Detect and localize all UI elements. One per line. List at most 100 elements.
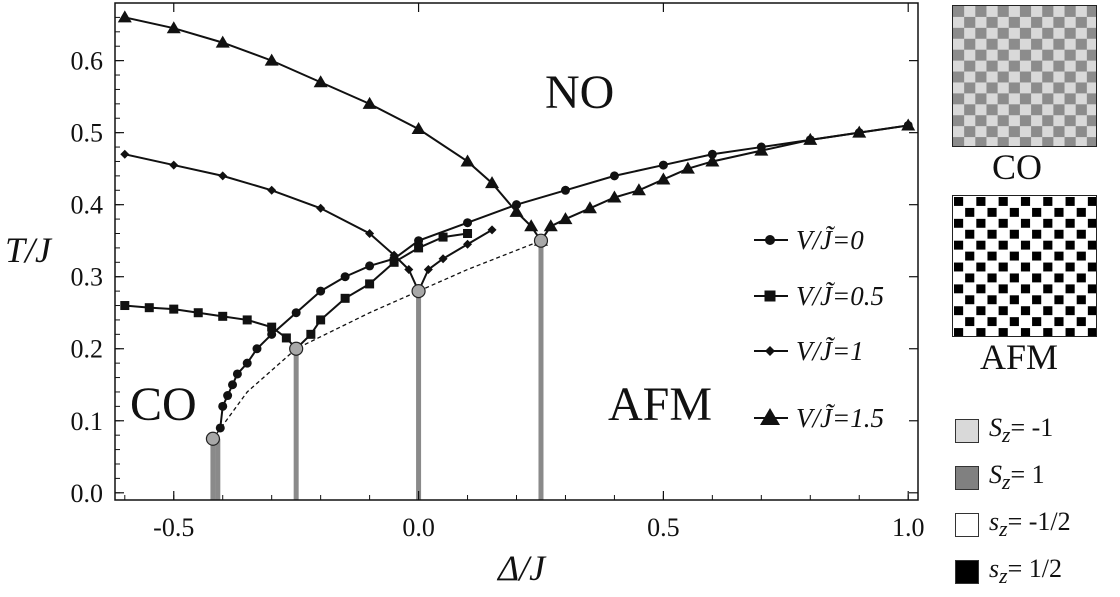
co-cell [1031,82,1043,94]
afm-cell [1065,284,1075,294]
point-circle [463,218,473,228]
point-triangle [803,132,818,145]
legend-marker [765,235,775,245]
critical-point [289,341,304,356]
legend-label: V/J̃=0.5 [796,281,884,311]
point-circle [512,200,521,210]
afm-cell [1032,273,1042,283]
afm-cell [954,306,964,316]
co-cell [1042,49,1054,61]
point-diamond [316,203,326,213]
afm-cell [1032,229,1042,239]
co-cell [953,93,965,105]
legend-item-sz-minus1: Sz= -1 [955,413,1053,448]
point-circle [232,369,242,379]
point-circle [223,391,233,401]
critical-point [205,431,221,446]
point-triangle [460,154,475,167]
co-cell [1086,71,1096,83]
co-cell [1053,126,1065,138]
afm-cell [987,251,997,261]
point-triangle [901,118,916,131]
point-triangle [754,143,769,156]
legend-text: sz= -1/2 [989,507,1071,542]
x-tick-label: 0.0 [402,513,435,542]
region-label: CO [130,378,197,431]
co-cell [997,27,1009,39]
co-cell [986,38,998,50]
afm-cell [1032,251,1042,261]
afm-cell [976,218,986,228]
legend-text: Sz= -1 [989,413,1054,448]
afm-cell [1043,262,1053,272]
co-cell [1008,104,1020,116]
afm-cell [987,229,997,239]
co-cell [1053,60,1065,72]
legend-marker [760,408,780,425]
afm-cell [998,328,1008,336]
legend-item: V/J̃=1 [754,336,864,366]
point-triangle [117,10,132,23]
point-triangle [362,96,377,109]
side-panel: CO AFM Sz= -1 Sz= 1 sz= -1/2 sz= 1/2 [940,0,1120,597]
point-circle [228,380,238,390]
afm-cell [1065,240,1075,250]
afm-cell [1065,306,1075,316]
point-triangle [656,172,671,185]
point-diamond [365,228,375,238]
afm-cell [1009,207,1019,217]
afm-cell [998,284,1008,294]
point-diamond [463,239,473,249]
co-cell [953,27,965,39]
afm-cell [1054,207,1064,217]
point-triangle [411,122,426,135]
co-cell [1019,71,1032,83]
afm-cell [1009,295,1019,305]
co-pattern-tile [952,5,1097,147]
afm-cell [1087,218,1096,228]
legend-swatch [955,559,979,584]
co-cell [1019,115,1032,127]
co-cell [953,6,965,17]
afm-cell [1043,284,1053,294]
co-cell [975,137,987,146]
co-cell [1008,126,1020,138]
co-cell [997,71,1009,83]
co-cell [975,93,987,105]
afm-cell [998,306,1008,316]
legend-swatch [955,418,979,443]
afm-cell [965,251,975,261]
point-triangle [631,183,646,196]
co-pattern-label: CO [992,147,1043,187]
point-diamond [169,160,179,170]
y-axis-label: T/J [5,230,53,270]
afm-cell [976,306,986,316]
afm-cell [1054,251,1064,261]
afm-cell [1087,240,1096,250]
afm-cell [1076,317,1086,327]
afm-cell [1020,240,1031,250]
co-cell [1019,49,1032,61]
afm-cell [976,197,986,206]
point-circle [707,149,717,159]
co-cell [1075,60,1087,72]
co-cell [1086,49,1096,61]
point-square [389,257,399,267]
dashed-boundary [212,240,542,440]
point-diamond [120,149,130,159]
co-cell [1042,93,1054,105]
point-diamond [487,225,497,235]
co-cell [986,60,998,72]
point-triangle [543,219,558,232]
afm-cell [1020,328,1031,336]
afm-pattern-label: AFM [980,337,1059,377]
point-triangle [166,21,181,34]
legend-item: V/J̃=1.5 [754,403,884,433]
co-cell [1008,60,1020,72]
afm-cell [987,295,997,305]
afm-cell [1087,328,1096,336]
point-triangle [680,161,695,174]
afm-cell [1065,328,1075,336]
point-triangle [313,75,328,88]
